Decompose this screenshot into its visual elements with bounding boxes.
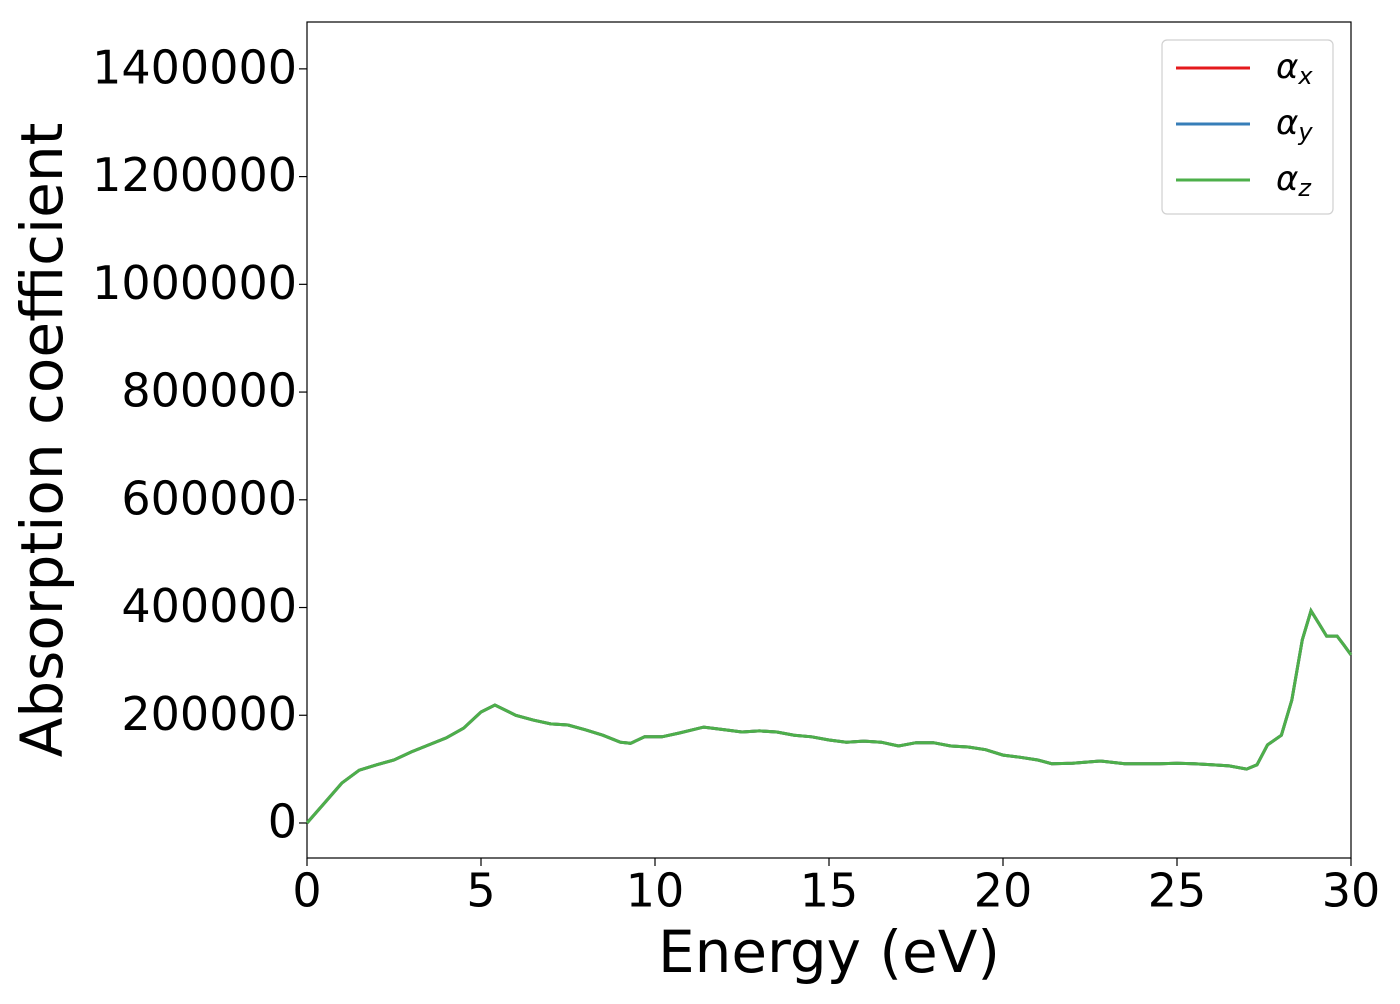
x-tick-label: 20 (974, 864, 1033, 918)
legend-label: αx (1276, 47, 1313, 91)
y-tick-label: 200000 (121, 687, 297, 741)
x-tick-label: 5 (466, 864, 495, 918)
data-line (305, 607, 1353, 824)
legend-label: αy (1276, 103, 1313, 147)
data-line (305, 607, 1353, 824)
y-axis-label: Absorption coefficient (8, 123, 76, 758)
legend-label: αz (1276, 159, 1312, 203)
x-tick-label: 0 (292, 864, 321, 918)
x-tick-label: 25 (1148, 864, 1207, 918)
y-tick-label: 400000 (121, 579, 297, 633)
x-tick-label: 10 (626, 864, 685, 918)
y-tick-label: 0 (268, 794, 297, 848)
y-tick-label: 600000 (121, 471, 297, 525)
y-tick-label: 1400000 (92, 40, 297, 94)
x-tick-label: 30 (1322, 864, 1381, 918)
y-tick-label: 800000 (121, 364, 297, 418)
y-tick-label: 1000000 (92, 256, 297, 310)
legend-box (1161, 39, 1334, 215)
x-tick-label: 15 (800, 864, 859, 918)
data-line (305, 607, 1353, 824)
y-tick-label: 1200000 (92, 148, 297, 202)
x-axis-label: Energy (eV) (658, 918, 1000, 986)
